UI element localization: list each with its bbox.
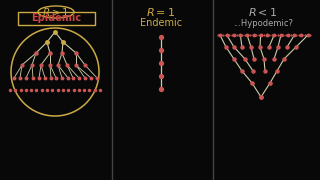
Text: $R<1$: $R<1$ xyxy=(248,6,278,18)
Text: Epidemic: Epidemic xyxy=(31,13,81,23)
Text: Endemic: Endemic xyxy=(140,18,182,28)
Text: $R=1$: $R=1$ xyxy=(146,6,176,18)
Text: $R>1$: $R>1$ xyxy=(42,6,70,18)
Text: ...Hypodemic?: ...Hypodemic? xyxy=(233,19,293,28)
